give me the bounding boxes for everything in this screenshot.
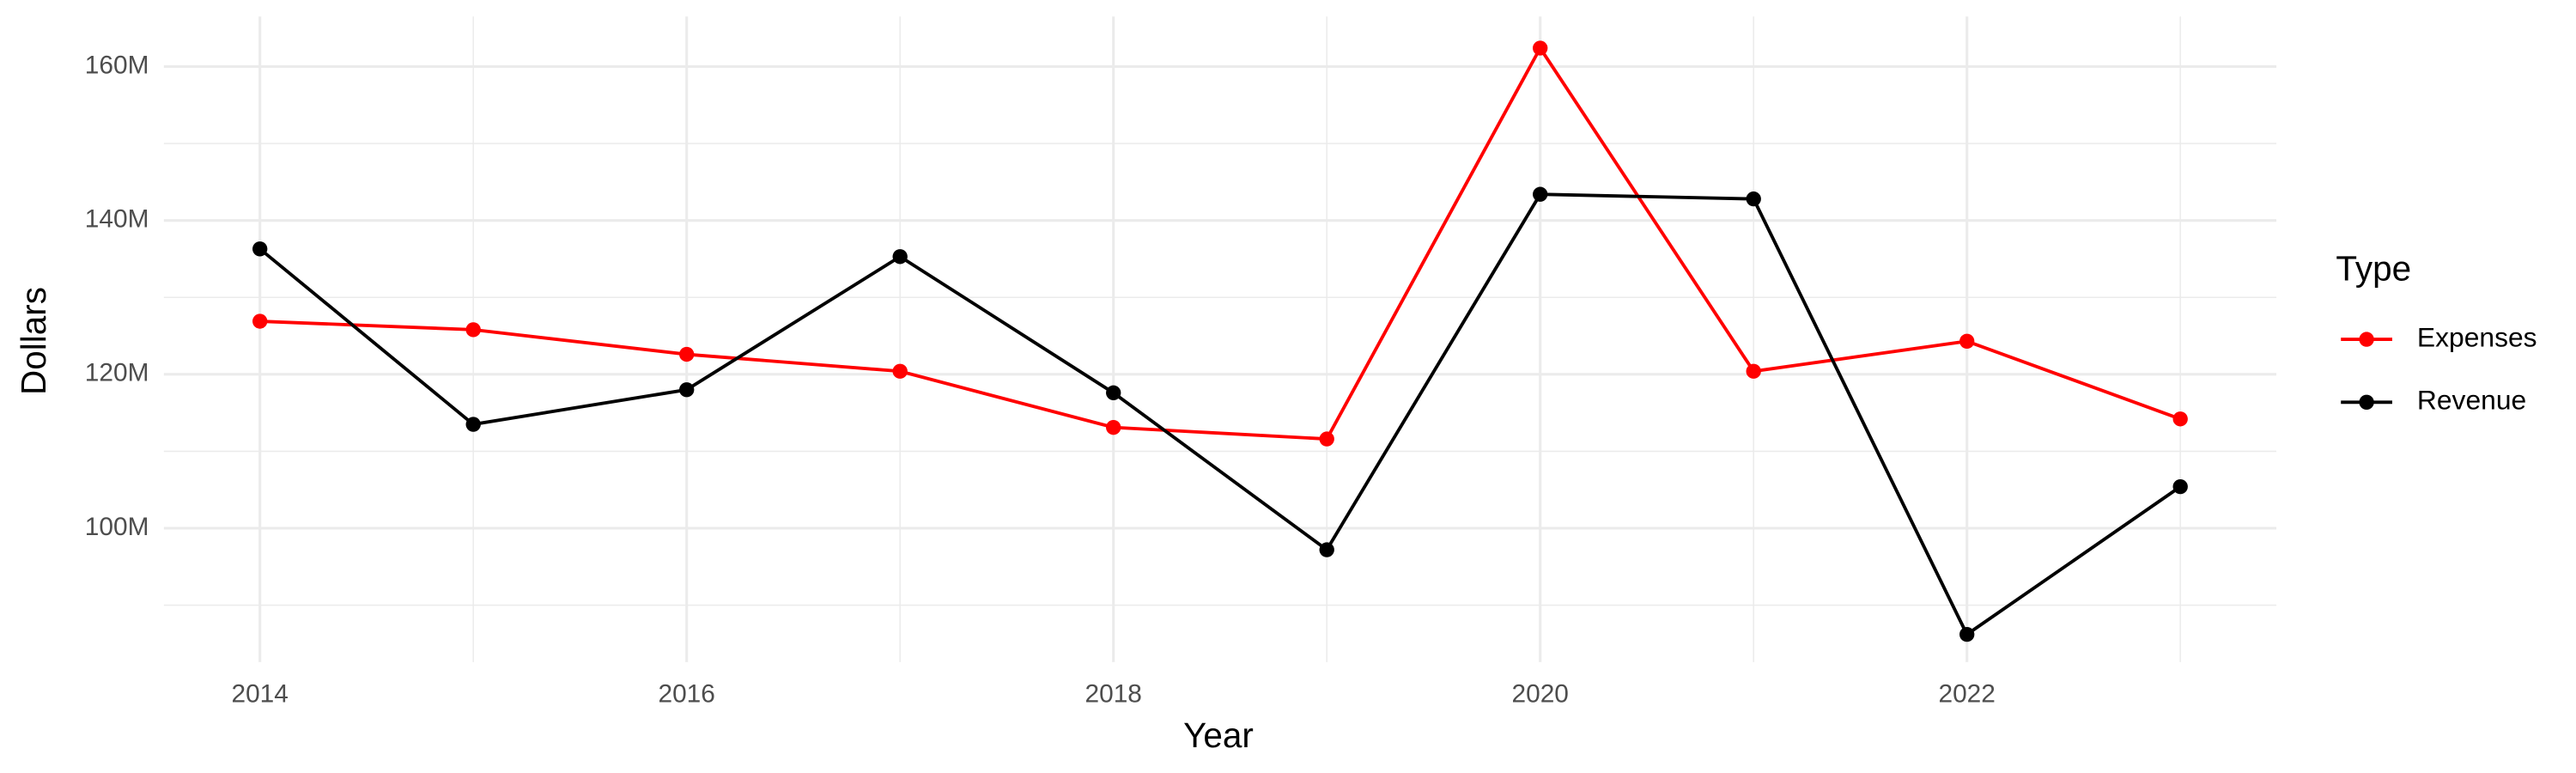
data-point <box>892 249 908 265</box>
data-point <box>892 363 908 379</box>
legend-title: Type <box>2336 249 2411 289</box>
data-point <box>252 313 268 329</box>
x-tick-label: 2022 <box>1938 679 1995 708</box>
legend-key-point <box>2359 394 2374 410</box>
data-point <box>2172 411 2188 427</box>
y-axis-title: Dollars <box>14 287 53 395</box>
data-point <box>2172 478 2188 495</box>
data-point <box>1533 186 1548 202</box>
series-line <box>258 192 2182 637</box>
data-point <box>1959 626 1975 642</box>
y-tick-label: 120M <box>85 359 149 387</box>
data-point <box>1106 385 1121 401</box>
data-point <box>679 382 695 398</box>
legend-key-point <box>2359 332 2374 347</box>
data-point <box>1746 191 1761 207</box>
y-tick-label: 160M <box>85 51 149 79</box>
series-line <box>259 45 2181 441</box>
data-point <box>465 322 481 338</box>
data-point <box>252 241 268 257</box>
x-tick-label: 2020 <box>1511 679 1568 708</box>
y-tick-label: 100M <box>85 513 149 541</box>
data-point <box>1319 431 1334 447</box>
legend-label: Expenses <box>2417 321 2537 352</box>
legend-label: Revenue <box>2417 385 2526 416</box>
x-tick-label: 2018 <box>1084 679 1141 708</box>
x-tick-label: 2014 <box>231 679 288 708</box>
data-point <box>1533 40 1548 56</box>
x-tick-label: 2016 <box>658 679 714 708</box>
data-point <box>1746 363 1761 379</box>
data-point <box>1106 419 1121 435</box>
y-tick-label: 140M <box>85 205 149 234</box>
x-axis-title: Year <box>1183 715 1254 755</box>
data-point <box>1319 542 1334 557</box>
data-point <box>465 417 481 432</box>
data-point <box>679 346 695 362</box>
data-point <box>1959 333 1975 349</box>
